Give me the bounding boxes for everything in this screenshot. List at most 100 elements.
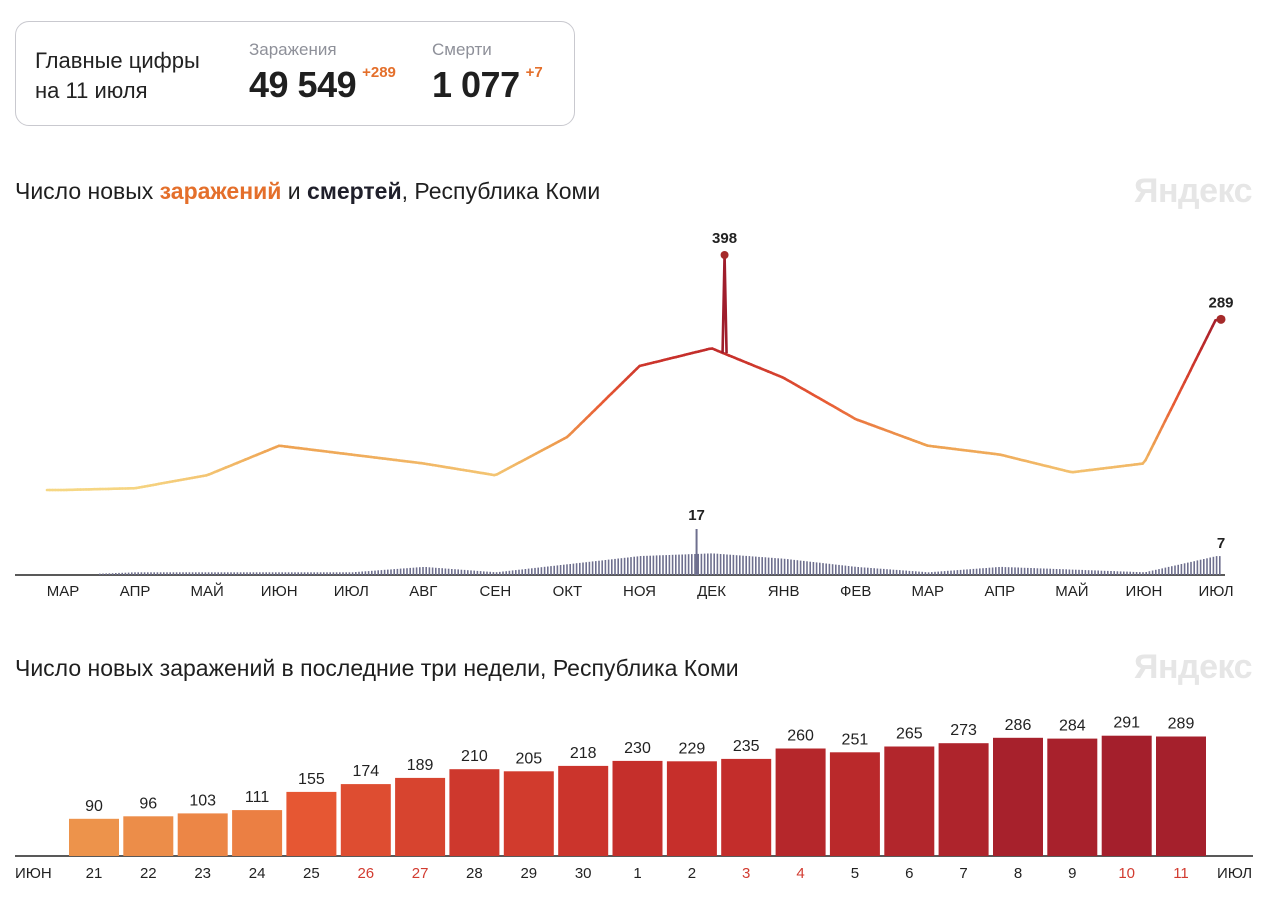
- deaths-bar: [739, 555, 741, 575]
- deaths-bar: [630, 557, 632, 575]
- deaths-bar: [419, 567, 421, 575]
- x-tick-label: АПР: [120, 583, 151, 600]
- deaths-peak-bar: [695, 529, 698, 575]
- peak-label: 398: [712, 230, 737, 247]
- deaths-bar: [854, 566, 856, 575]
- deaths-bar: [239, 572, 242, 575]
- deaths-bar: [1116, 571, 1119, 575]
- deaths-bar: [707, 553, 709, 575]
- deaths-bar: [214, 572, 216, 575]
- deaths-bar: [1135, 572, 1138, 575]
- deaths-bar: [444, 568, 447, 575]
- deaths-bar: [700, 553, 703, 575]
- summary-headline-line2: на 11 июля: [35, 78, 148, 103]
- bar: [1156, 736, 1206, 856]
- x-tick-label: 26: [357, 865, 374, 882]
- deaths-bar: [1075, 569, 1077, 575]
- deaths-bar: [1151, 570, 1154, 575]
- deaths-bar: [111, 573, 114, 575]
- deaths-bar: [911, 571, 914, 575]
- deaths-bar: [1059, 569, 1061, 575]
- deaths-bar: [1164, 567, 1167, 575]
- deaths-bar: [204, 572, 207, 575]
- deaths-bar: [140, 572, 143, 575]
- deaths-bar: [639, 556, 642, 575]
- latest-dot: [1216, 314, 1226, 324]
- deaths-bar: [236, 572, 239, 575]
- deaths-bar: [1071, 569, 1074, 575]
- bar: [123, 816, 174, 856]
- deaths-bar: [947, 570, 949, 575]
- deaths-bar: [191, 572, 194, 575]
- bar: [286, 791, 337, 856]
- deaths-bar: [390, 569, 392, 575]
- deaths-bar: [963, 569, 965, 575]
- deaths-bar: [1068, 569, 1071, 575]
- deaths-bar: [943, 571, 946, 575]
- deaths-bar: [249, 572, 251, 575]
- x-tick-label: 21: [86, 865, 103, 882]
- deaths-bar: [585, 562, 587, 575]
- deaths-bar: [1219, 556, 1221, 575]
- deaths-bar: [1039, 568, 1042, 575]
- deaths-bar: [649, 555, 651, 575]
- deaths-bar: [879, 568, 882, 575]
- deaths-bar: [726, 554, 728, 575]
- bar-value-label: 284: [1059, 718, 1086, 735]
- x-tick-label: ИЮН: [1126, 583, 1163, 600]
- deaths-bar: [323, 572, 325, 575]
- deaths-bar: [662, 555, 664, 575]
- bar: [503, 771, 554, 856]
- deaths-bar: [857, 567, 859, 575]
- deaths-bar: [822, 563, 824, 575]
- deaths-bar: [1148, 571, 1151, 575]
- deaths-bar: [393, 569, 395, 575]
- deaths-bar: [751, 556, 754, 575]
- deaths-bar: [531, 568, 533, 575]
- x-tick-label: 1: [633, 865, 641, 882]
- deaths-bar: [377, 570, 379, 575]
- deaths-bar: [460, 569, 463, 575]
- x-tick-label: 8: [1014, 865, 1022, 882]
- deaths-bar: [1046, 568, 1048, 575]
- deaths-bar: [819, 562, 821, 575]
- deaths-bar: [508, 570, 511, 575]
- deaths-bar: [998, 567, 1000, 575]
- yandex-logo: Яндекс: [1134, 172, 1252, 210]
- deaths-bar: [476, 570, 479, 575]
- chart2-title: Число новых заражений в последние три не…: [15, 655, 739, 681]
- deaths-bar: [220, 572, 223, 575]
- bar: [232, 810, 283, 856]
- deaths-bar: [665, 555, 667, 575]
- cases-deaths-chart: МАР АПР МАЙ ИЮН ИЮЛ АВГ СЕН ОКТ НОЯ ДЕК ЯНВ ФЕВ МАР А…: [15, 230, 1234, 600]
- deaths-bar: [1004, 567, 1007, 575]
- deaths-bar: [383, 569, 386, 575]
- deaths-bar: [537, 567, 539, 575]
- deaths-bar: [364, 571, 367, 575]
- deaths-bar: [790, 559, 792, 575]
- deaths-bar: [182, 572, 184, 575]
- deaths-bar: [687, 554, 690, 575]
- deaths-bar: [467, 570, 469, 575]
- deaths-bar: [492, 572, 495, 575]
- deaths-bar: [1078, 569, 1080, 575]
- deaths-bar: [1145, 572, 1147, 575]
- deaths-bar: [1065, 569, 1067, 575]
- deaths-delta: +7: [525, 64, 543, 81]
- deaths-bar: [569, 564, 571, 575]
- deaths-bar: [387, 569, 389, 575]
- deaths-bar: [451, 569, 453, 575]
- bar: [721, 758, 772, 856]
- deaths-bar: [1187, 562, 1189, 575]
- deaths-bar: [841, 565, 843, 575]
- deaths-bar: [796, 560, 799, 575]
- deaths-bar: [1052, 568, 1055, 575]
- deaths-bar: [774, 558, 776, 575]
- deaths-bar: [703, 553, 706, 575]
- deaths-bar: [211, 572, 213, 575]
- latest-label: 289: [1208, 294, 1233, 311]
- peak-dot: [720, 251, 729, 259]
- x-tick-label: 4: [796, 865, 804, 882]
- deaths-bar: [345, 572, 347, 575]
- deaths-bar: [787, 559, 789, 575]
